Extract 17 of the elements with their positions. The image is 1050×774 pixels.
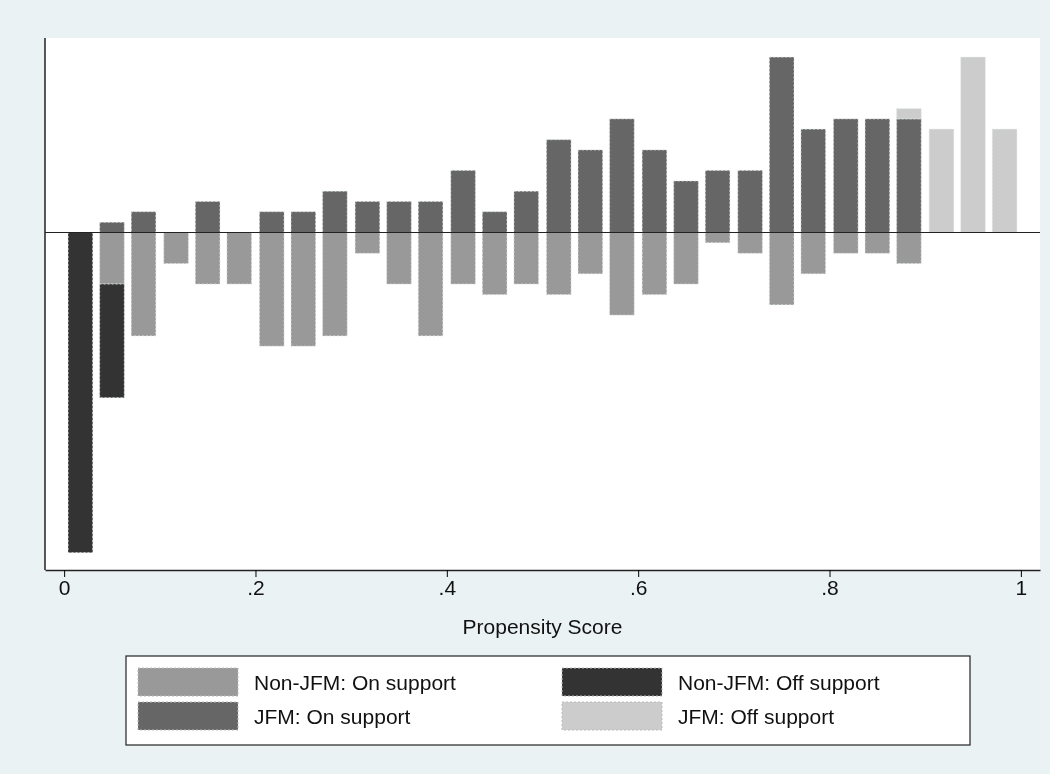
legend-label: Non-JFM: Off support bbox=[678, 671, 880, 694]
x-tick-label: .2 bbox=[247, 575, 265, 599]
legend-label: JFM: Off support bbox=[678, 705, 835, 728]
bar bbox=[163, 232, 189, 264]
x-tick-label: .4 bbox=[438, 575, 457, 599]
x-tick-label: .6 bbox=[629, 575, 648, 599]
legend-label: JFM: On support bbox=[254, 705, 411, 728]
x-tick-label: 0 bbox=[58, 575, 71, 599]
bar bbox=[960, 56, 986, 233]
x-tick-label: 1 bbox=[1015, 575, 1028, 599]
x-tick-label: .8 bbox=[821, 575, 839, 599]
bar bbox=[991, 128, 1018, 233]
bar bbox=[928, 128, 955, 233]
bar bbox=[226, 232, 252, 285]
x-axis-title: Propensity Score bbox=[462, 615, 623, 638]
legend-label: Non-JFM: On support bbox=[254, 671, 457, 694]
bar bbox=[67, 232, 94, 554]
